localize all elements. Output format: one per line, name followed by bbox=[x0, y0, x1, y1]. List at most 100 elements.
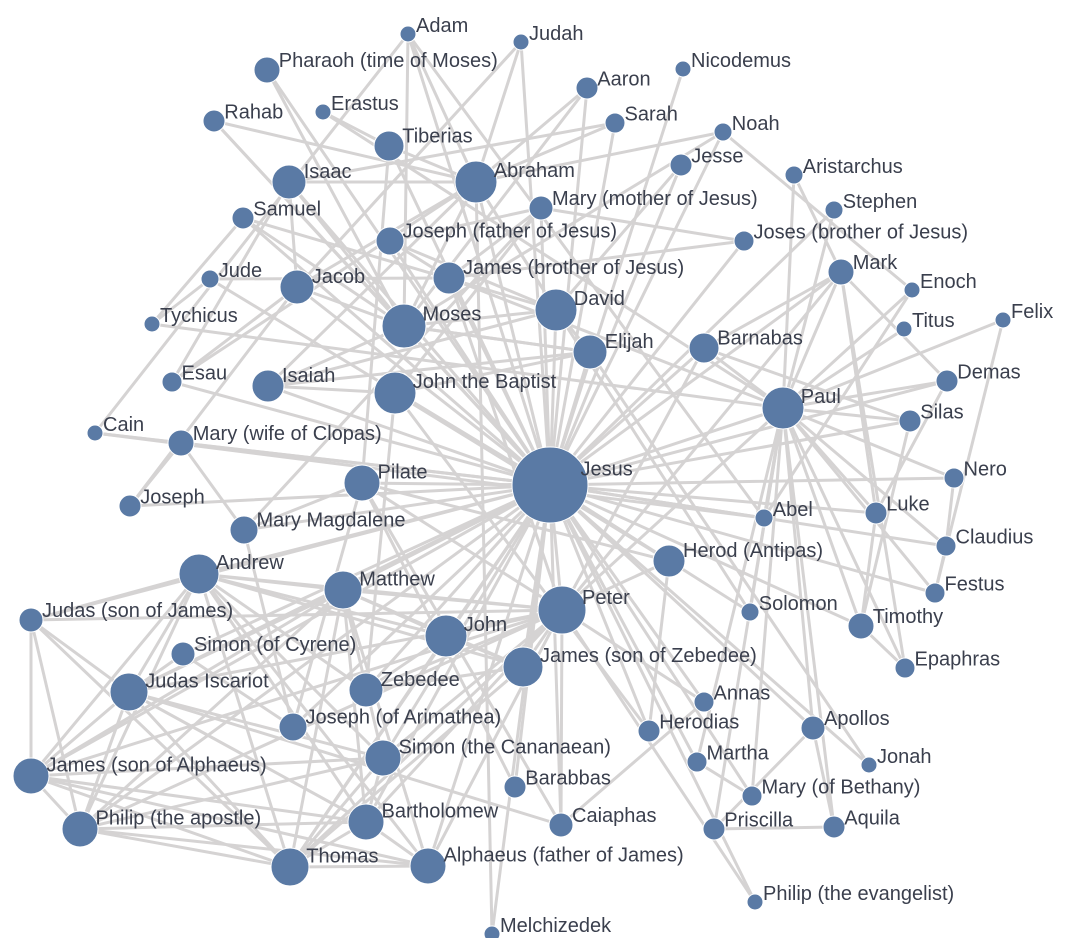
node-circle-sarah[interactable] bbox=[604, 112, 626, 134]
node-joses[interactable]: Joses (brother of Jesus) bbox=[733, 222, 968, 252]
node-circle-samuel[interactable] bbox=[231, 206, 255, 230]
node-adam[interactable]: Adam bbox=[399, 15, 468, 43]
node-circle-herodias[interactable] bbox=[637, 719, 661, 743]
node-joseph-of-arimathea[interactable]: Joseph (of Arimathea) bbox=[278, 707, 501, 742]
node-circle-solomon[interactable] bbox=[740, 602, 760, 622]
node-circle-nero[interactable] bbox=[943, 467, 965, 489]
node-enoch[interactable]: Enoch bbox=[903, 271, 977, 299]
node-james-son-of-alphaeus[interactable]: James (son of Alphaeus) bbox=[12, 755, 267, 795]
node-circle-zebedee[interactable] bbox=[348, 672, 384, 708]
node-circle-silas[interactable] bbox=[898, 409, 922, 433]
node-circle-peter[interactable] bbox=[537, 585, 587, 635]
node-jude[interactable]: Jude bbox=[200, 260, 262, 289]
node-paul[interactable]: Paul bbox=[761, 386, 841, 430]
node-jesus[interactable]: Jesus bbox=[511, 446, 633, 524]
node-silas[interactable]: Silas bbox=[898, 401, 964, 433]
node-nero[interactable]: Nero bbox=[943, 459, 1007, 489]
node-rahab[interactable]: Rahab bbox=[202, 101, 283, 133]
node-circle-jacob[interactable] bbox=[279, 269, 315, 305]
node-circle-john[interactable] bbox=[424, 614, 468, 658]
node-mark[interactable]: Mark bbox=[827, 252, 898, 286]
node-erastus[interactable]: Erastus bbox=[314, 93, 399, 121]
node-circle-david[interactable] bbox=[534, 288, 578, 332]
node-nicodemus[interactable]: Nicodemus bbox=[674, 50, 791, 78]
node-bartholomew[interactable]: Bartholomew bbox=[347, 801, 499, 841]
node-circle-erastus[interactable] bbox=[314, 103, 332, 121]
node-aaron[interactable]: Aaron bbox=[575, 68, 651, 100]
node-epaphras[interactable]: Epaphras bbox=[894, 649, 1000, 679]
node-circle-joseph-father-of-jesus[interactable] bbox=[375, 226, 405, 256]
node-circle-nicodemus[interactable] bbox=[674, 60, 692, 78]
node-circle-james-son-of-zebedee[interactable] bbox=[502, 646, 544, 688]
node-jesse[interactable]: Jesse bbox=[669, 145, 744, 177]
node-circle-barnabas[interactable] bbox=[688, 332, 720, 364]
node-judah[interactable]: Judah bbox=[512, 23, 584, 51]
node-cain[interactable]: Cain bbox=[86, 414, 144, 442]
node-simon-of-cyrene[interactable]: Simon (of Cyrene) bbox=[170, 634, 356, 667]
node-circle-timothy[interactable] bbox=[847, 612, 875, 640]
node-circle-cain[interactable] bbox=[86, 424, 104, 442]
node-circle-jesus[interactable] bbox=[511, 446, 589, 524]
node-stephen[interactable]: Stephen bbox=[824, 191, 917, 220]
node-circle-joseph-of-arimathea[interactable] bbox=[278, 712, 308, 742]
node-noah[interactable]: Noah bbox=[713, 113, 780, 142]
node-circle-mary-of-bethany[interactable] bbox=[741, 785, 763, 807]
node-martha[interactable]: Martha bbox=[686, 743, 770, 773]
node-luke[interactable]: Luke bbox=[864, 493, 930, 525]
node-claudius[interactable]: Claudius bbox=[935, 527, 1033, 557]
node-thomas[interactable]: Thomas bbox=[270, 845, 379, 887]
node-circle-aristarchus[interactable] bbox=[784, 165, 804, 185]
node-circle-philip-the-apostle[interactable] bbox=[61, 810, 99, 848]
node-circle-festus[interactable] bbox=[924, 582, 946, 604]
node-john-the-baptist[interactable]: John the Baptist bbox=[373, 371, 557, 415]
node-circle-tychicus[interactable] bbox=[143, 315, 161, 333]
node-circle-isaiah[interactable] bbox=[251, 369, 285, 403]
node-circle-enoch[interactable] bbox=[903, 281, 921, 299]
node-circle-mary-magdalene[interactable] bbox=[229, 515, 259, 545]
node-sarah[interactable]: Sarah bbox=[604, 104, 678, 134]
node-circle-jesse[interactable] bbox=[669, 153, 693, 177]
node-circle-barabbas[interactable] bbox=[503, 775, 527, 799]
node-zebedee[interactable]: Zebedee bbox=[348, 669, 460, 708]
node-mary-wife-of-clopas[interactable]: Mary (wife of Clopas) bbox=[167, 423, 382, 457]
node-circle-annas[interactable] bbox=[693, 691, 715, 713]
node-mary-magdalene[interactable]: Mary Magdalene bbox=[229, 510, 405, 545]
node-circle-tiberias[interactable] bbox=[373, 130, 405, 162]
node-circle-abraham[interactable] bbox=[454, 160, 498, 204]
node-circle-isaac[interactable] bbox=[271, 164, 307, 200]
node-caiaphas[interactable]: Caiaphas bbox=[548, 805, 657, 838]
node-circle-rahab[interactable] bbox=[202, 109, 226, 133]
node-pilate[interactable]: Pilate bbox=[343, 462, 428, 502]
node-abel[interactable]: Abel bbox=[754, 499, 813, 528]
node-circle-felix[interactable] bbox=[994, 311, 1012, 329]
node-barabbas[interactable]: Barabbas bbox=[503, 767, 611, 799]
node-circle-judas-iscariot[interactable] bbox=[109, 672, 149, 712]
node-jacob[interactable]: Jacob bbox=[279, 266, 365, 305]
node-circle-epaphras[interactable] bbox=[894, 657, 916, 679]
node-isaiah[interactable]: Isaiah bbox=[251, 365, 335, 403]
node-isaac[interactable]: Isaac bbox=[271, 161, 352, 200]
node-circle-simon-of-cyrene[interactable] bbox=[170, 641, 196, 667]
node-joseph-father-of-jesus[interactable]: Joseph (father of Jesus) bbox=[375, 221, 617, 256]
node-joseph[interactable]: Joseph bbox=[118, 486, 205, 518]
node-abraham[interactable]: Abraham bbox=[454, 160, 575, 204]
node-circle-bartholomew[interactable] bbox=[347, 803, 385, 841]
node-circle-luke[interactable] bbox=[864, 501, 888, 525]
node-circle-paul[interactable] bbox=[761, 386, 805, 430]
node-circle-abel[interactable] bbox=[754, 508, 774, 528]
node-circle-joseph[interactable] bbox=[118, 494, 142, 518]
node-circle-matthew[interactable] bbox=[323, 570, 363, 610]
node-circle-james-brother-of-jesus[interactable] bbox=[432, 261, 466, 295]
node-circle-elijah[interactable] bbox=[572, 334, 608, 370]
node-circle-stephen[interactable] bbox=[824, 200, 844, 220]
node-circle-herod-antipas[interactable] bbox=[652, 544, 686, 578]
node-circle-apollos[interactable] bbox=[800, 715, 826, 741]
node-circle-pilate[interactable] bbox=[343, 464, 381, 502]
node-circle-jude[interactable] bbox=[200, 269, 220, 289]
node-andrew[interactable]: Andrew bbox=[178, 552, 284, 595]
node-moses[interactable]: Moses bbox=[381, 303, 481, 349]
node-samuel[interactable]: Samuel bbox=[231, 198, 321, 230]
node-circle-adam[interactable] bbox=[399, 25, 417, 43]
node-philip-the-evangelist[interactable]: Philip (the evangelist) bbox=[746, 883, 954, 911]
node-tychicus[interactable]: Tychicus bbox=[143, 305, 238, 333]
